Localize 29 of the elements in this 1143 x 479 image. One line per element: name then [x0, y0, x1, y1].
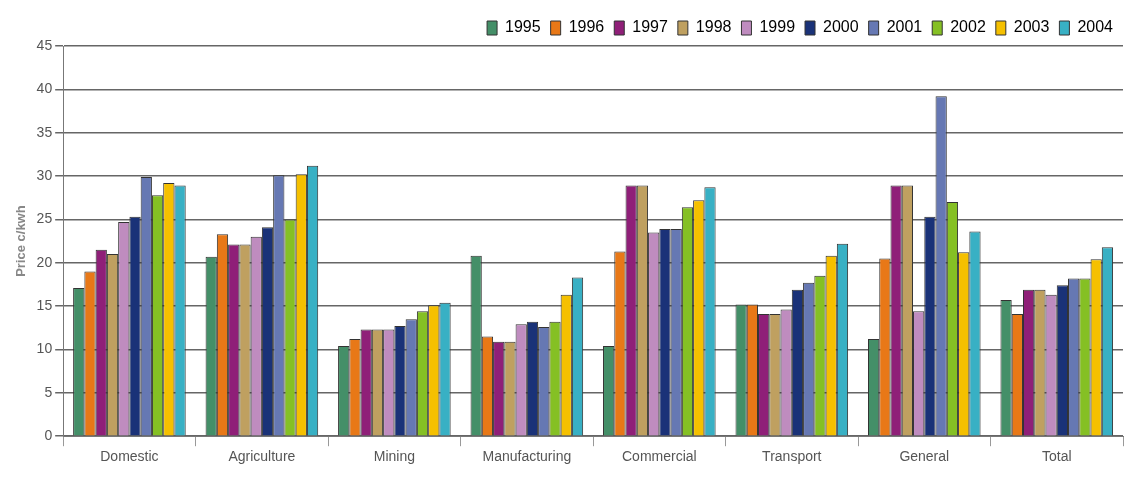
y-tick-label: 30 [36, 166, 53, 183]
y-tick-label: 10 [36, 340, 53, 357]
legend-label: 1998 [695, 18, 732, 36]
legend-label: 2001 [886, 18, 923, 36]
y-axis-title: Price c/kwh [13, 205, 29, 277]
x-tick-label: Manufacturing [482, 448, 572, 465]
x-tick-label: Mining [373, 448, 415, 465]
legend-label: 1996 [568, 18, 605, 36]
legend-label: 1995 [505, 18, 541, 36]
legend-label: 1999 [759, 18, 796, 36]
legend-label: 2002 [950, 18, 986, 36]
x-tick-label: Total [1041, 448, 1072, 465]
legend-label: 2000 [823, 18, 859, 36]
x-tick-label: Transport [762, 448, 822, 465]
legend-label: 1997 [632, 18, 668, 36]
legend-label: 2003 [1013, 18, 1050, 36]
x-tick-label: Commercial [621, 448, 697, 465]
y-tick-label: 40 [36, 80, 53, 97]
y-tick-label: 15 [36, 296, 53, 313]
y-tick-label: 20 [36, 253, 53, 270]
x-tick-label: General [899, 448, 950, 465]
legend-label: 2004 [1077, 18, 1114, 36]
y-tick-label: 45 [36, 36, 53, 53]
y-tick-label: 5 [44, 383, 53, 400]
x-tick-label: Domestic [100, 448, 159, 465]
x-tick-label: Agriculture [228, 448, 296, 465]
y-tick-label: 0 [44, 427, 53, 444]
y-tick-label: 25 [36, 210, 53, 227]
y-tick-label: 35 [36, 123, 53, 140]
